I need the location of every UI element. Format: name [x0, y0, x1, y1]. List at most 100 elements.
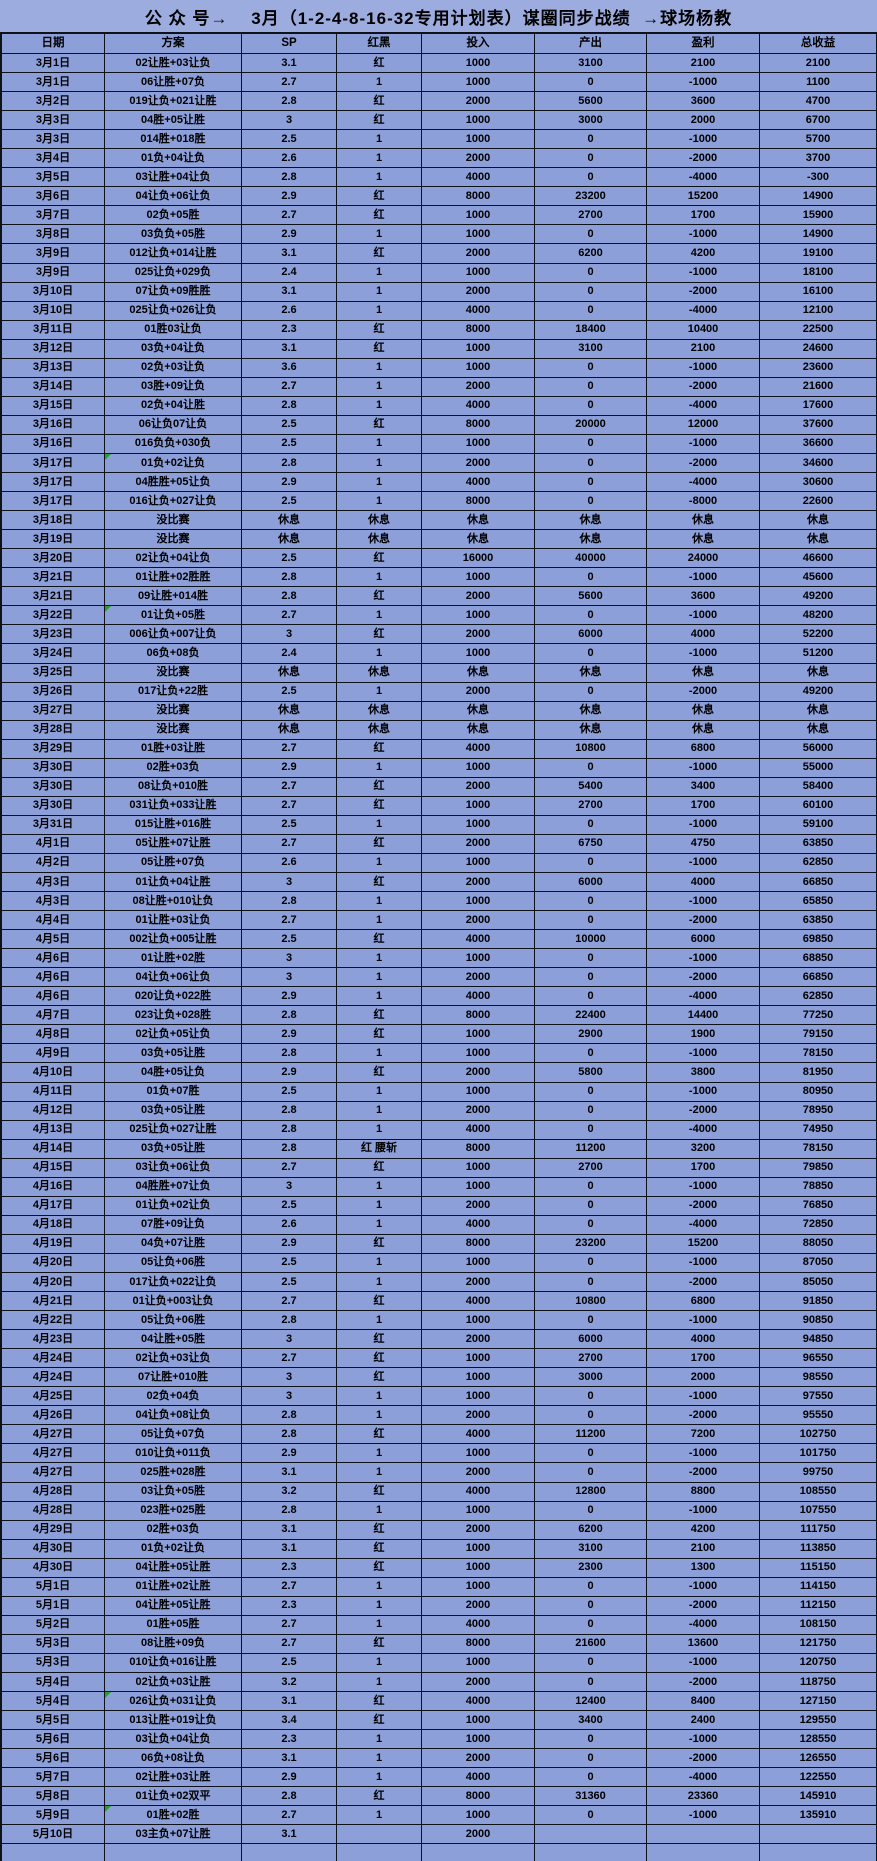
cell-profit[interactable]: -8000 [647, 492, 760, 512]
cell-invest[interactable]: 1000 [422, 1025, 535, 1045]
cell-plan[interactable]: 025胜+028胜 [105, 1463, 242, 1483]
cell-invest[interactable]: 4000 [422, 1615, 535, 1635]
cell-plan[interactable]: 01负+04让负 [105, 149, 242, 169]
cell-redblack[interactable]: 红 [337, 1006, 422, 1026]
cell-plan[interactable]: 05让胜+07负 [105, 853, 242, 874]
cell-date[interactable]: 5月1日 [2, 1596, 105, 1616]
cell-date[interactable]: 3月10日 [2, 301, 105, 321]
cell-redblack[interactable]: 红 [337, 206, 422, 226]
cell-output[interactable]: 0 [535, 1768, 647, 1788]
cell-date[interactable]: 3月1日 [2, 73, 105, 93]
cell-redblack[interactable]: 1 [337, 130, 422, 150]
cell-sp[interactable]: 2.9 [242, 1768, 337, 1788]
cell-total[interactable]: 122550 [760, 1768, 877, 1788]
cell-profit[interactable]: -4000 [647, 1120, 760, 1140]
cell-output[interactable]: 0 [535, 149, 647, 169]
cell-date[interactable]: 4月24日 [2, 1368, 105, 1388]
cell-invest[interactable]: 16000 [422, 549, 535, 569]
cell-invest[interactable]: 2000 [422, 377, 535, 397]
cell-sp[interactable]: 2.4 [242, 644, 337, 664]
cell-profit[interactable]: -1000 [647, 1730, 760, 1750]
cell-redblack[interactable]: 红 [337, 587, 422, 607]
cell-plan[interactable]: 07让胜+010胜 [105, 1368, 242, 1388]
cell-invest[interactable]: 4000 [422, 1482, 535, 1502]
cell-total[interactable]: 118750 [760, 1672, 877, 1693]
cell-output[interactable]: 11200 [535, 1139, 647, 1159]
cell-redblack[interactable]: 1 [337, 301, 422, 321]
cell-date[interactable]: 4月6日 [2, 949, 105, 969]
cell-redblack[interactable]: 1 [337, 815, 422, 835]
cell-output[interactable]: 10000 [535, 930, 647, 950]
cell-output[interactable]: 5800 [535, 1063, 647, 1083]
cell-date[interactable]: 4月29日 [2, 1520, 105, 1540]
cell-total[interactable]: 97550 [760, 1387, 877, 1407]
cell-sp[interactable]: 3 [242, 1330, 337, 1350]
cell-redblack[interactable]: 1 [337, 1273, 422, 1293]
cell-redblack[interactable]: 红 [337, 1234, 422, 1254]
cell-output[interactable]: 0 [535, 434, 647, 454]
cell-invest[interactable]: 4000 [422, 739, 535, 759]
cell-redblack[interactable]: 红 [337, 92, 422, 112]
cell-output[interactable]: 0 [535, 1406, 647, 1426]
cell-invest[interactable]: 8000 [422, 415, 535, 435]
cell-redblack[interactable]: 红 [337, 1558, 422, 1578]
cell-total[interactable]: 128550 [760, 1730, 877, 1750]
cell-plan[interactable]: 03负负+05胜 [105, 225, 242, 245]
cell-date[interactable]: 3月16日 [2, 434, 105, 454]
cell-plan[interactable]: 03负+05让胜 [105, 1101, 242, 1121]
cell-invest[interactable]: 2000 [422, 1406, 535, 1426]
cell-profit[interactable]: -1000 [647, 568, 760, 588]
cell-date[interactable]: 5月3日 [2, 1653, 105, 1673]
cell-output[interactable]: 0 [535, 1501, 647, 1521]
cell-plan[interactable]: 01负+07胜 [105, 1082, 242, 1102]
cell-profit[interactable]: 2000 [647, 111, 760, 131]
cell-redblack[interactable]: 休息 [337, 530, 422, 550]
cell-redblack[interactable] [337, 1825, 422, 1845]
cell-output[interactable]: 0 [535, 492, 647, 512]
cell-invest[interactable]: 2000 [422, 1063, 535, 1083]
cell-sp[interactable]: 3.1 [242, 54, 337, 74]
cell-total[interactable]: 休息 [760, 530, 877, 550]
cell-redblack[interactable]: 1 [337, 1672, 422, 1693]
cell-invest[interactable]: 2000 [422, 244, 535, 264]
cell-plan[interactable]: 023胜+025胜 [105, 1501, 242, 1521]
cell-profit[interactable]: 24000 [647, 549, 760, 569]
cell-date[interactable]: 4月28日 [2, 1482, 105, 1502]
cell-total[interactable]: 6700 [760, 111, 877, 131]
cell-total[interactable]: 77250 [760, 1006, 877, 1026]
cell-total[interactable]: 145910 [760, 1787, 877, 1807]
cell-invest[interactable]: 1000 [422, 1501, 535, 1521]
cell-profit[interactable]: 4000 [647, 1330, 760, 1350]
cell-total[interactable] [760, 1825, 877, 1845]
cell-invest[interactable]: 2000 [422, 834, 535, 854]
cell-redblack[interactable]: 1 [337, 892, 422, 912]
cell-sp[interactable]: 2.7 [242, 606, 337, 626]
cell-invest[interactable]: 2000 [422, 968, 535, 988]
cell-total[interactable]: 52200 [760, 625, 877, 645]
cell-output[interactable]: 0 [535, 1653, 647, 1673]
cell-output[interactable]: 0 [535, 911, 647, 931]
cell-total[interactable]: 22500 [760, 320, 877, 340]
cell-redblack[interactable]: 1 [337, 1768, 422, 1788]
cell-invest[interactable]: 1000 [422, 1082, 535, 1102]
cell-profit[interactable]: -1000 [647, 892, 760, 912]
cell-output[interactable]: 0 [535, 1596, 647, 1616]
cell-invest[interactable]: 2000 [422, 453, 535, 474]
cell-output[interactable]: 0 [535, 892, 647, 912]
cell-profit[interactable]: -1000 [647, 1501, 760, 1521]
cell-output[interactable]: 22400 [535, 1006, 647, 1026]
cell-invest[interactable]: 1000 [422, 339, 535, 359]
cell-total[interactable]: 66850 [760, 873, 877, 893]
cell-plan[interactable]: 06负+08负 [105, 644, 242, 664]
cell-profit[interactable]: 1700 [647, 1349, 760, 1369]
cell-redblack[interactable]: 红 [337, 54, 422, 74]
cell-profit[interactable]: 14400 [647, 1006, 760, 1026]
cell-redblack[interactable]: 红 [337, 739, 422, 759]
cell-profit[interactable]: 2100 [647, 339, 760, 359]
cell-redblack[interactable]: 休息 [337, 663, 422, 683]
cell-plan[interactable]: 01让负+04让胜 [105, 873, 242, 893]
cell-sp[interactable]: 2.7 [242, 911, 337, 931]
cell-profit[interactable]: 1700 [647, 206, 760, 226]
cell-total[interactable]: 126550 [760, 1749, 877, 1769]
cell-sp[interactable]: 3.1 [242, 1539, 337, 1559]
